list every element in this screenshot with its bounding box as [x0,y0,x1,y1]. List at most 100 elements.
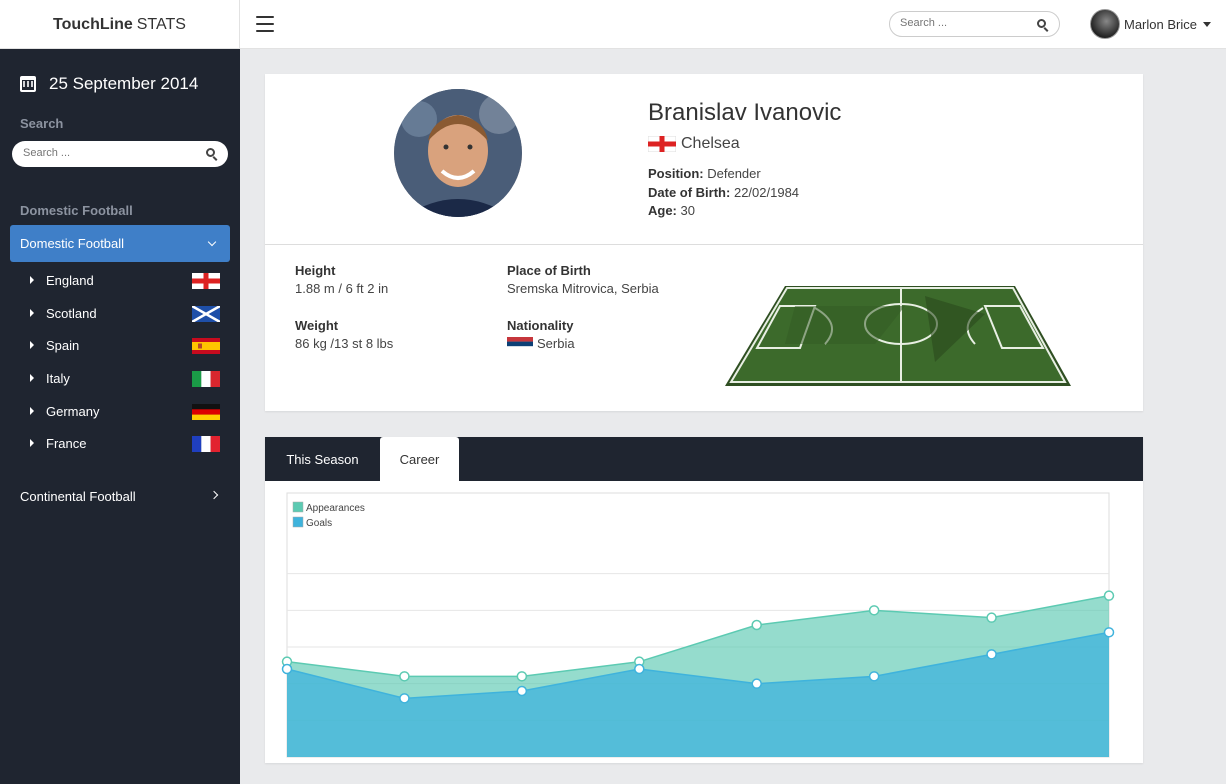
dob-row: Date of Birth: 22/02/1984 [648,185,799,200]
sidebar-item-germany[interactable]: Germany [30,399,225,423]
sidebar-item-scotland[interactable]: Scotland [30,301,225,325]
line-goals [286,631,1110,700]
point-appearances [751,619,762,631]
weight-label: Weight [295,318,339,333]
caret-right-icon [30,309,34,317]
sidebar-item-label: Germany [46,403,100,419]
caret-down-icon [1202,21,1211,27]
sidebar-item-france[interactable]: France [30,431,225,455]
age-value: 30 [680,203,695,218]
weight-value: 86 kg /13 st 8 lbs [295,336,394,351]
search-icon[interactable] [1037,19,1046,28]
header-search-input[interactable] [900,17,1030,29]
career-area-chart: Appearances Goals [281,492,1115,758]
height-label: Height [295,263,336,278]
top-bar: TouchLine STATS Marlon Brice [0,0,1226,49]
nationality-text: Serbia [537,336,575,351]
user-name: Marlon Brice [1124,16,1197,32]
app-logo[interactable]: TouchLine STATS [0,0,240,49]
football-pitch-image [725,286,1071,386]
caret-right-icon [30,341,34,349]
stats-tabs: This Season Career [265,437,1143,481]
point-goals [516,685,528,697]
sidebar-item-label: Italy [46,370,70,386]
user-menu[interactable]: Marlon Brice [1090,9,1211,39]
point-goals [751,678,762,689]
sidebar-item-italy[interactable]: Italy [30,366,225,390]
position-value: Defender [707,166,761,181]
height-value: 1.88 m / 6 ft 2 in [295,281,389,296]
player-name: Branislav Ivanovic [648,99,842,126]
point-appearances [986,612,997,623]
serbia-flag-icon [507,336,533,351]
point-appearances [516,671,528,682]
point-goals [634,663,645,675]
chevron-right-icon [209,490,219,500]
dob-label: Date of Birth: [648,185,731,200]
sidebar-item-label: Domestic Football [20,236,125,251]
age-label: Age: [648,203,677,218]
search-icon[interactable] [206,148,215,157]
birthplace-value: Sremska Mitrovica, Serbia [507,281,659,296]
sidebar-item-label: France [46,435,87,451]
position-row: Position: Defender [648,166,761,181]
calendar-icon [20,76,36,92]
point-appearances [868,605,880,616]
france-flag-icon [192,436,220,452]
sidebar-item-label: England [46,272,94,288]
point-appearances [1103,590,1115,601]
spain-flag-icon [192,338,220,354]
area-goals [287,632,1109,757]
scotland-flag-icon [192,306,220,322]
point-goals [1103,627,1115,638]
current-date: 25 September 2014 [20,74,198,94]
sidebar-item-label: Continental Football [20,488,136,504]
caret-right-icon [30,439,34,447]
point-appearances [399,671,410,682]
birthplace-label: Place of Birth [507,263,591,278]
brand-name: TouchLine [53,15,133,33]
section-divider [265,244,1143,245]
date-text: 25 September 2014 [49,74,199,93]
menu-toggle-icon[interactable] [256,16,274,32]
position-label: Position: [648,166,704,181]
tab-this-season[interactable]: This Season [286,451,359,467]
point-goals [868,671,880,682]
point-goals [399,693,410,704]
england-flag-icon [192,273,220,289]
nationality-label: Nationality [507,318,574,333]
sidebar-item-label: Spain [46,337,80,353]
age-row: Age: 30 [648,203,695,218]
tab-career[interactable]: Career [380,437,459,481]
player-photo [394,89,522,217]
sidebar-search-label: Search [20,116,64,131]
legend-label: Appearances [306,503,365,514]
sidebar-item-domestic-football[interactable]: Domestic Football [10,225,230,262]
sidebar: 25 September 2014 Search Domestic Footba… [0,49,240,784]
sidebar-item-spain[interactable]: Spain [30,333,225,357]
user-avatar [1090,9,1120,39]
player-club: Chelsea [648,135,740,153]
legend-swatch [292,501,304,513]
sidebar-search-input[interactable] [23,147,193,159]
club-name: Chelsea [681,135,740,152]
sidebar-item-continental-football[interactable]: Continental Football [20,486,225,506]
germany-flag-icon [192,404,220,420]
caret-right-icon [30,276,34,284]
england-flag-icon [648,136,676,152]
dob-value: 22/02/1984 [733,185,800,200]
point-goals [281,663,293,675]
career-stats-card: This Season Career Appearances Goals [265,437,1143,763]
italy-flag-icon [192,371,220,387]
brand-suffix: STATS [136,15,186,33]
caret-right-icon [30,374,34,382]
nationality-value: Serbia [507,336,575,351]
sidebar-item-england[interactable]: England [30,268,225,292]
sidebar-section-label: Domestic Football [20,203,133,218]
header-search [889,11,1060,37]
legend-swatch [292,516,304,528]
player-profile-card: Branislav Ivanovic Chelsea Position: Def… [265,74,1143,411]
caret-right-icon [30,407,34,415]
sidebar-search [12,141,228,167]
point-goals [986,649,997,660]
